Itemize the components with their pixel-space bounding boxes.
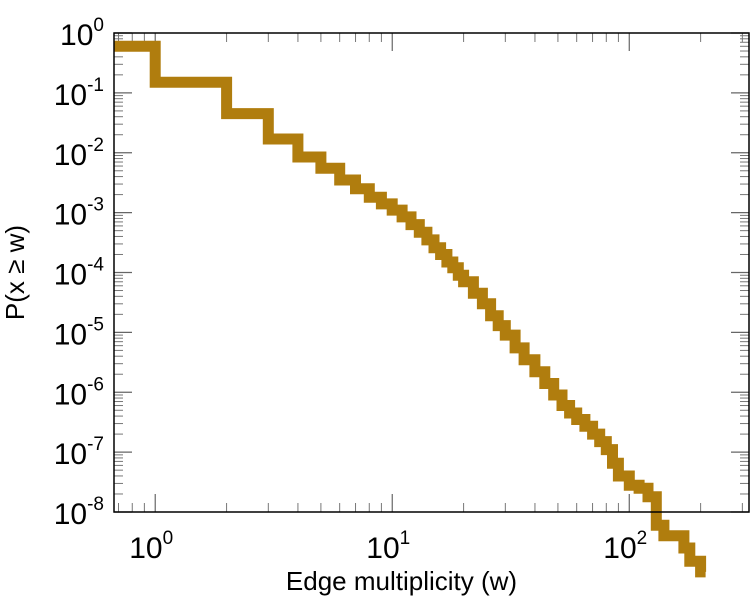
x-tick-label: 100 — [129, 528, 173, 565]
series-line-0 — [114, 40, 707, 578]
y-tick-label: 10-6 — [54, 374, 104, 411]
y-tick-label: 10-5 — [54, 314, 104, 351]
x-tick-label: 101 — [366, 528, 410, 565]
y-tick-label: 10-8 — [54, 494, 104, 531]
y-tick-label: 10-4 — [54, 255, 105, 292]
x-tick-label: 102 — [603, 528, 647, 565]
series-layer — [114, 40, 707, 578]
x-tick-labels: 100 101 102 — [129, 528, 647, 565]
y-tick-label: 10-7 — [54, 434, 104, 471]
plot-frame — [113, 32, 750, 513]
y-tick-label: 100 — [60, 15, 104, 52]
x-axis-label: Edge multiplicity (w) — [286, 566, 517, 596]
y-tick-label: 10-1 — [54, 75, 104, 112]
y-tick-labels: 100 10-1 10-2 10-3 10-4 10-5 10-6 10-7 10-8 — [54, 15, 105, 531]
minor-ticks — [114, 33, 749, 512]
y-tick-label: 10-2 — [54, 135, 104, 172]
major-ticks — [114, 32, 749, 513]
y-axis-label: P(x ≥ w) — [0, 225, 30, 320]
y-tick-label: 10-3 — [54, 195, 104, 232]
